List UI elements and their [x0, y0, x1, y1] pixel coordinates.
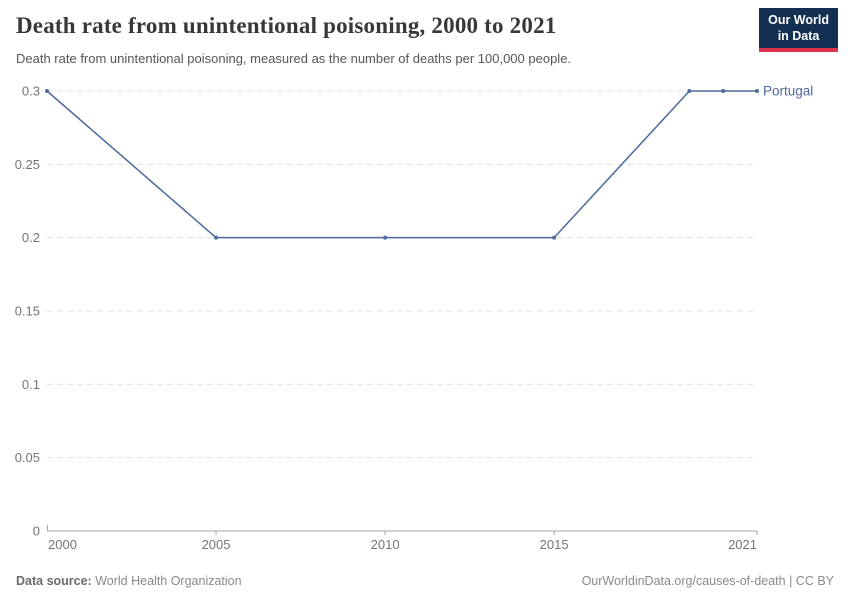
y-tick-label: 0	[33, 524, 40, 539]
x-tick-label: 2005	[202, 537, 231, 552]
y-tick-label: 0.15	[15, 304, 40, 319]
owid-logo[interactable]: Our World in Data	[759, 8, 838, 53]
data-point-marker[interactable]	[721, 89, 726, 93]
x-tick-label: 2000	[48, 537, 77, 552]
chart-footer: Data source: World Health Organization O…	[16, 574, 834, 588]
data-point-marker[interactable]	[383, 235, 388, 240]
owid-logo-line1: Our World	[768, 13, 829, 27]
data-source-label: Data source:	[16, 574, 92, 588]
chart-title: Death rate from unintentional poisoning,…	[16, 13, 557, 38]
data-point-marker[interactable]	[755, 89, 759, 93]
data-source-value: World Health Organization	[95, 574, 242, 588]
data-point-marker[interactable]	[687, 89, 692, 93]
y-tick-label: 0.25	[15, 157, 40, 172]
owid-logo-line2: in Data	[777, 28, 820, 43]
series-label-portugal[interactable]: Portugal	[763, 84, 813, 99]
y-tick-label: 0.3	[22, 84, 40, 99]
data-point-marker[interactable]	[214, 235, 219, 240]
x-tick-label: 2021	[728, 537, 757, 552]
x-tick-label: 2015	[540, 537, 569, 552]
y-tick-label: 0.2	[22, 230, 40, 245]
y-tick-label: 0.05	[15, 450, 40, 465]
x-tick-label: 2010	[371, 537, 400, 552]
attribution-link[interactable]: OurWorldinData.org/causes-of-death | CC …	[581, 574, 834, 588]
chart-subtitle: Death rate from unintentional poisoning,…	[16, 51, 572, 66]
data-point-marker[interactable]	[552, 235, 557, 240]
y-tick-label: 0.1	[22, 377, 40, 392]
data-point-marker[interactable]	[45, 89, 49, 93]
data-source: Data source: World Health Organization	[16, 574, 242, 588]
